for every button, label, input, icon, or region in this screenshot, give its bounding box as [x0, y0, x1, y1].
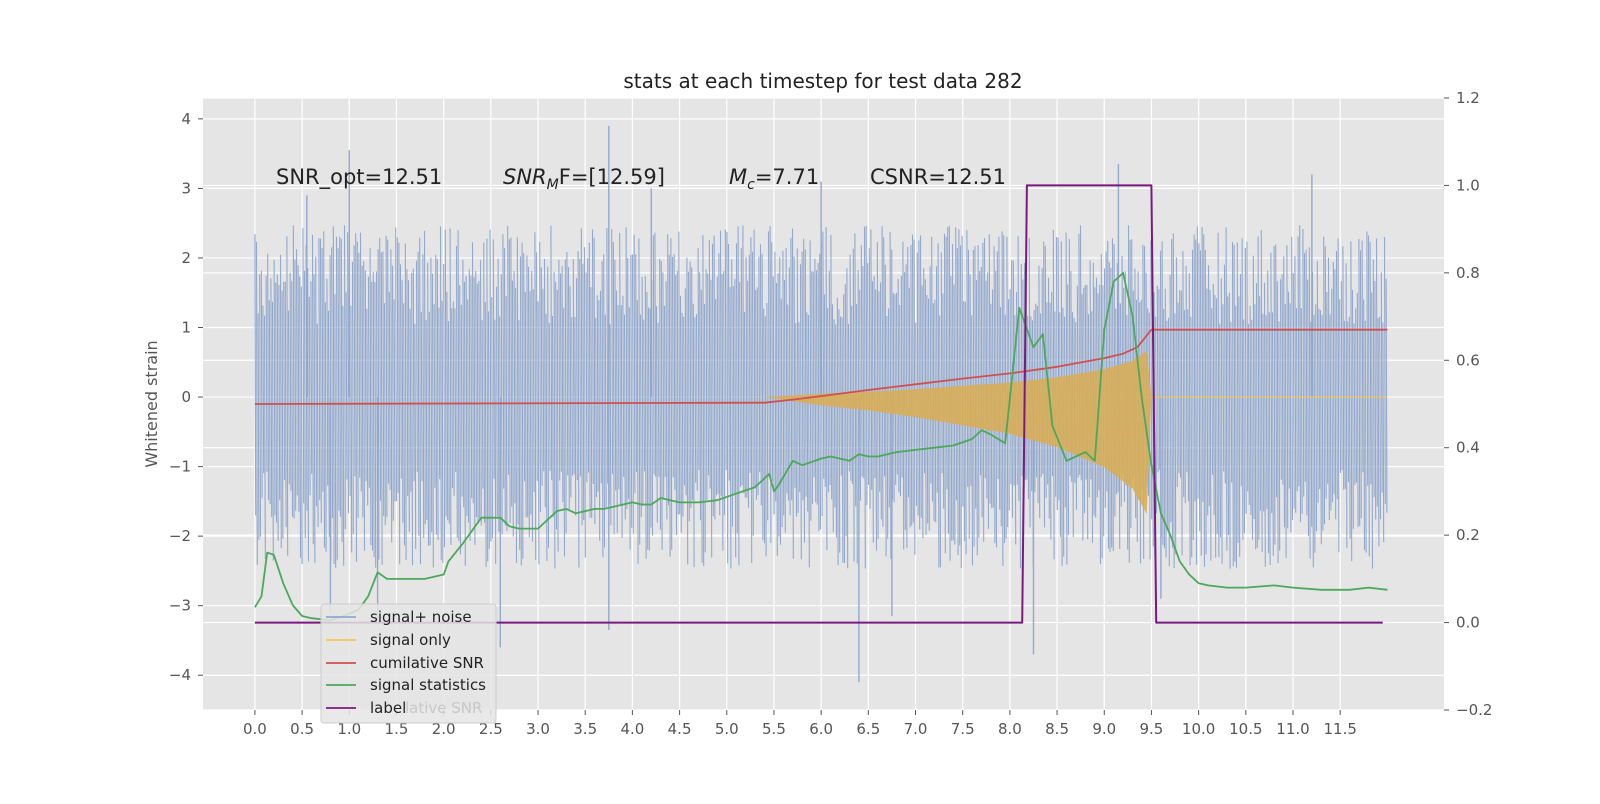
y2-tick-label: 0.8 [1456, 264, 1480, 282]
y2-tick-label: −0.2 [1456, 701, 1492, 719]
signal-statistics-line [254, 272, 1388, 622]
series-signal-only [764, 350, 1388, 514]
y-tick-label: 3 [181, 179, 191, 197]
legend-label-signal-statistics: signal statistics [370, 676, 486, 694]
x-tick-label: 3.5 [573, 720, 597, 738]
signal-only-envelope [764, 350, 1152, 514]
y-tick-label: 2 [181, 249, 191, 267]
annotation-mc-main: M [729, 165, 747, 189]
y2-tick-label: 0.6 [1456, 351, 1480, 369]
legend-box [320, 603, 497, 724]
x-tick-label: 9.0 [1092, 720, 1116, 738]
y2-tick-label: 0.2 [1456, 526, 1480, 544]
annotation-snr-mf-main: SNR [503, 165, 547, 189]
x-tick-label: 0.0 [243, 720, 267, 738]
y-tick-label: 0 [181, 388, 191, 406]
x-tick-label: 9.5 [1140, 720, 1164, 738]
annotation-snr-mf-rest: F=[12.59] [559, 165, 665, 189]
legend-label-label: label [370, 699, 406, 717]
x-tick-label: 11.5 [1323, 720, 1356, 738]
annotation-mc-rest: =7.71 [755, 165, 819, 189]
x-tick-label: 2.0 [432, 720, 456, 738]
x-tick-label: 5.5 [762, 720, 786, 738]
x-tick-label: 7.5 [951, 720, 975, 738]
cumulative-snr-line [254, 328, 1388, 405]
annotation-mc-sub: c [747, 177, 755, 193]
x-tick-label: 8.0 [998, 720, 1022, 738]
y-tick-label: 4 [181, 110, 191, 128]
annotation-csnr: CSNR=12.51 [870, 165, 1006, 189]
y2-tick-label: 1.0 [1456, 176, 1480, 194]
y-tick-label: −1 [169, 458, 191, 476]
legend-label-signal-only: signal only [370, 631, 451, 649]
annotation-snr-mf: SNRMF=[12.59] [503, 165, 665, 193]
y-tick-label: 1 [181, 319, 191, 337]
annotation-mc: Mc=7.71 [729, 165, 819, 193]
legend-label-signal-noise: signal+ noise [370, 608, 472, 626]
x-tick-label: 6.0 [809, 720, 833, 738]
x-tick-label: 4.5 [668, 720, 692, 738]
y-axis-label: Whitened strain [142, 340, 161, 467]
y2-tick-label: 0.4 [1456, 439, 1480, 457]
y-tick-label: −3 [169, 597, 191, 615]
annotation-snr-opt: SNR_opt=12.51 [276, 165, 442, 190]
y2-tick-label: 0.0 [1456, 614, 1480, 632]
y-tick-label: −2 [169, 527, 191, 545]
annotation-snr-mf-sub: M [547, 177, 559, 193]
x-tick-label: 2.5 [479, 720, 503, 738]
label-line [254, 184, 1383, 624]
legend: lative SNR signal+ noise signal only cum… [320, 603, 497, 724]
x-tick-label: 7.0 [904, 720, 928, 738]
x-tick-label: 10.0 [1182, 720, 1215, 738]
x-tick-label: 10.5 [1229, 720, 1262, 738]
x-tick-label: 5.0 [715, 720, 739, 738]
axis-ticks: 0.0 0.5 1.0 1.5 2.0 2.5 3.0 3.5 4.0 4.5 5.0 5.5 6.0 6… [169, 89, 1493, 738]
x-tick-label: 8.5 [1045, 720, 1069, 738]
series-lines [254, 184, 1388, 624]
x-tick-label: 0.5 [290, 720, 314, 738]
legend-ghost-text: lative SNR [405, 699, 482, 717]
x-tick-label: 1.0 [337, 720, 361, 738]
y-tick-label: −4 [169, 666, 191, 684]
x-tick-label: 4.0 [620, 720, 644, 738]
x-tick-label: 6.5 [856, 720, 880, 738]
x-tick-label: 1.5 [385, 720, 409, 738]
series-signal-noise [254, 125, 1388, 683]
legend-label-cumulative-snr: cumilative SNR [370, 654, 484, 672]
chart-title: stats at each timestep for test data 282 [623, 69, 1022, 93]
x-tick-label: 3.0 [526, 720, 550, 738]
y2-tick-label: 1.2 [1456, 89, 1480, 107]
x-tick-label: 11.0 [1276, 720, 1309, 738]
